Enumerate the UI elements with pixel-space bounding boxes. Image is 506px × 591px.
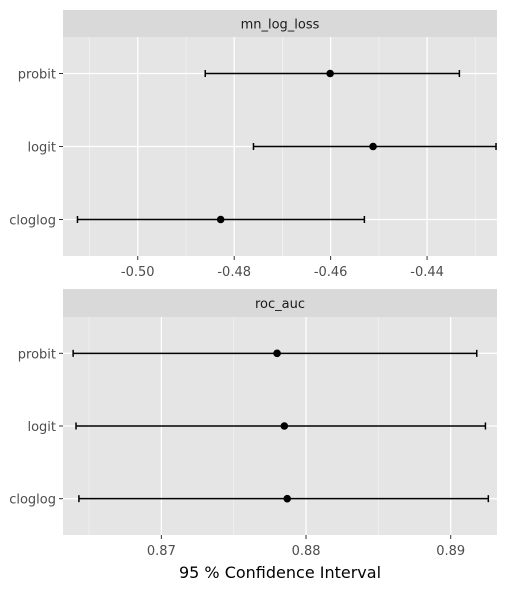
x-tick-label: -0.48 [217, 265, 251, 280]
x-tick-label: 0.88 [292, 544, 321, 559]
y-tick-label: logit [27, 141, 56, 156]
y-tick-label: cloglog [9, 493, 56, 508]
x-tick-label: -0.50 [121, 265, 155, 280]
x-tick-label: -0.44 [410, 265, 444, 280]
point-estimate-logit [280, 422, 289, 430]
facet-strip-title: mn_log_loss [241, 18, 320, 33]
y-tick-label: logit [27, 420, 56, 435]
x-axis-label: 95 % Confidence Interval [179, 563, 381, 582]
y-tick-label: probit [18, 347, 56, 362]
point-estimate-logit [369, 142, 377, 151]
x-tick-label: 0.89 [436, 544, 465, 559]
facet-strip [63, 289, 497, 317]
point-estimate-probit [326, 69, 334, 78]
facet-strip-title: roc_auc [255, 297, 305, 312]
point-estimate-probit [273, 349, 281, 358]
y-tick-label: probit [18, 68, 56, 83]
facet-strip [63, 10, 497, 37]
point-estimate-cloglog [216, 215, 225, 224]
y-tick-label: cloglog [9, 214, 56, 229]
x-tick-label: 0.87 [147, 544, 176, 559]
point-estimate-cloglog [283, 494, 292, 503]
x-tick-label: -0.46 [314, 265, 348, 280]
